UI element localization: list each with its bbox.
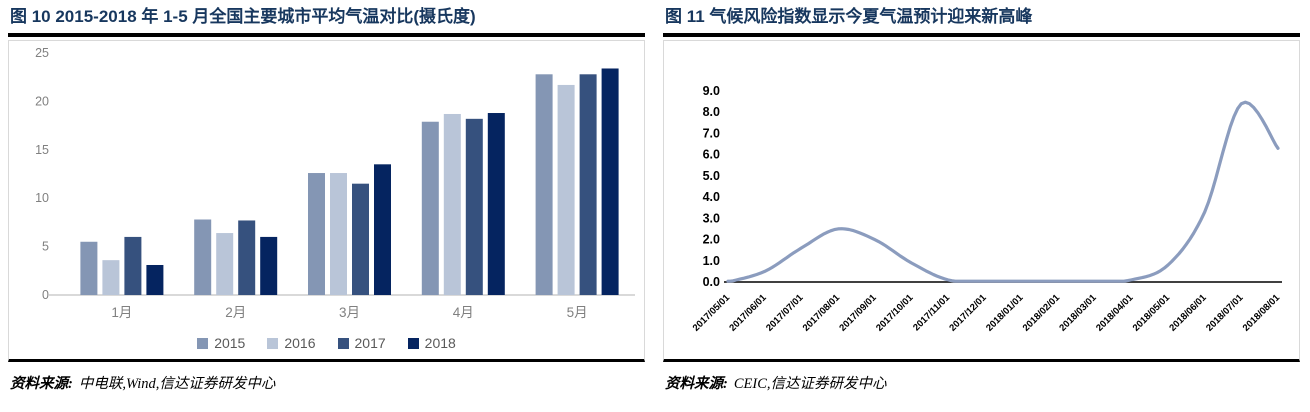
bar-2017-2月: [238, 220, 256, 296]
y-tick-label: 20: [35, 95, 49, 109]
y-tick-label: 6.0: [703, 148, 720, 162]
y-tick-label: 1.0: [703, 254, 720, 268]
x-tick-label: 2018/03/01: [1057, 292, 1099, 334]
y-tick-label: 0: [42, 288, 49, 302]
x-tick-label: 2017/07/01: [764, 292, 806, 334]
bar-2015-3月: [308, 173, 325, 296]
bar-2016-1月: [102, 260, 120, 296]
bar-2016-2月: [216, 233, 234, 296]
figure-10-chart-box: 0 5 10 15 20 25 1月 2月 3月 4月 5月 2015 2016 2017 2018: [8, 40, 645, 363]
report-figures-row: 图 10 2015-2018 年 1-5 月全国主要城市平均气温对比(摄氏度) …: [8, 4, 1300, 393]
y-tick-label: 4.0: [703, 190, 720, 204]
figure-10-panel: 图 10 2015-2018 年 1-5 月全国主要城市平均气温对比(摄氏度) …: [8, 4, 645, 393]
y-tick-label: 5: [42, 240, 49, 254]
bar-2016-4月: [443, 114, 461, 296]
x-category-label: 5月: [567, 305, 588, 320]
figure-11-chart-box: 0.0 1.0 2.0 3.0 4.0 5.0 6.0 7.0 8.0 9.0 2017/05/01…: [663, 40, 1300, 363]
source-label: 资料来源:: [665, 376, 728, 393]
source-label: 资料来源:: [10, 376, 73, 393]
x-tick-label: 2018/07/01: [1204, 292, 1246, 334]
bar-2018-3月: [374, 164, 391, 296]
x-category-label: 4月: [453, 305, 474, 320]
x-tick-label: 2018/08/01: [1241, 292, 1283, 334]
bar-2018-2月: [260, 237, 278, 296]
figure-10-title: 图 10 2015-2018 年 1-5 月全国主要城市平均气温对比(摄氏度): [8, 4, 645, 38]
legend-item-2018: 2018: [407, 335, 456, 352]
source-text: CEIC,信达证券研发中心: [733, 376, 887, 393]
line-chart: 0.0 1.0 2.0 3.0 4.0 5.0 6.0 7.0 8.0 9.0 2017/05/01…: [691, 84, 1283, 334]
figure-11-panel: 图 11 气候风险指数显示今夏气温预计迎来新高峰 0.0 1.0 2.0 3.0 4.0…: [663, 4, 1300, 393]
legend-swatch: [407, 337, 419, 349]
legend-label: 2015: [214, 335, 246, 352]
x-tick-label: 2018/04/01: [1094, 292, 1136, 334]
bar-2017-3月: [352, 183, 369, 296]
bar-2017-4月: [465, 119, 483, 296]
x-tick-label: 2017/06/01: [727, 292, 769, 334]
y-tick-label: 0.0: [703, 275, 720, 289]
x-tick-label: 2018/05/01: [1131, 292, 1173, 334]
bar-2015-2月: [194, 219, 212, 296]
x-tick-label: 2017/10/01: [874, 292, 916, 334]
y-tick-label: 7.0: [703, 127, 720, 141]
bar-2017-1月: [124, 237, 142, 296]
bar-2018-1月: [146, 265, 164, 296]
y-tick-label: 25: [35, 46, 49, 60]
bar-chart-legend: 2015 2016 2017 2018: [9, 335, 644, 351]
bar-2015-4月: [421, 121, 439, 296]
legend-label: 2016: [284, 335, 316, 352]
legend-item-2016: 2016: [267, 335, 316, 352]
x-tick-label: 2017/08/01: [801, 292, 843, 334]
x-tick-label: 2017/05/01: [691, 292, 733, 334]
x-tick-label: 2018/06/01: [1167, 292, 1209, 334]
y-tick-label: 10: [35, 191, 49, 205]
legend-swatch: [197, 337, 209, 349]
bar-2015-1月: [80, 242, 98, 296]
legend-swatch: [267, 337, 279, 349]
figure-10-source: 资料来源: 中电联,Wind,信达证券研发中心: [10, 372, 645, 393]
x-category-label: 3月: [339, 305, 360, 320]
legend-item-2015: 2015: [197, 335, 245, 351]
bar-2015-5月: [535, 74, 553, 296]
legend-swatch: [337, 337, 349, 349]
legend-label: 2018: [424, 335, 456, 352]
legend-label: 2017: [354, 335, 386, 352]
x-category-label: 2月: [225, 305, 246, 320]
y-tick-label: 3.0: [703, 212, 720, 226]
bar-2017-5月: [579, 74, 597, 296]
y-tick-label: 2.0: [703, 233, 720, 247]
legend-item-2017: 2017: [337, 335, 386, 352]
y-tick-label: 5.0: [703, 169, 720, 183]
x-tick-label: 2018/02/01: [1021, 292, 1063, 334]
climate-risk-index-line: [726, 100, 1280, 284]
figure-11-title: 图 11 气候风险指数显示今夏气温预计迎来新高峰: [663, 4, 1300, 38]
source-text: 中电联,Wind,信达证券研发中心: [78, 376, 276, 393]
figure-11-source: 资料来源: CEIC,信达证券研发中心: [665, 372, 1300, 393]
x-tick-label: 2017/11/01: [911, 292, 953, 334]
x-category-label: 1月: [111, 305, 132, 320]
bar-2018-4月: [487, 113, 505, 296]
y-tick-label: 15: [35, 143, 49, 157]
x-tick-label: 2017/09/01: [837, 292, 879, 334]
x-tick-label: 2017/12/01: [947, 292, 989, 334]
bar-2018-5月: [601, 68, 619, 296]
x-tick-label: 2018/01/01: [984, 292, 1026, 334]
bar-2016-3月: [330, 173, 347, 296]
y-tick-label: 8.0: [703, 105, 720, 119]
bar-chart: 0 5 10 15 20 25 1月 2月 3月 4月 5月: [35, 46, 635, 320]
y-tick-label: 9.0: [703, 84, 720, 98]
bar-2016-5月: [557, 85, 575, 296]
